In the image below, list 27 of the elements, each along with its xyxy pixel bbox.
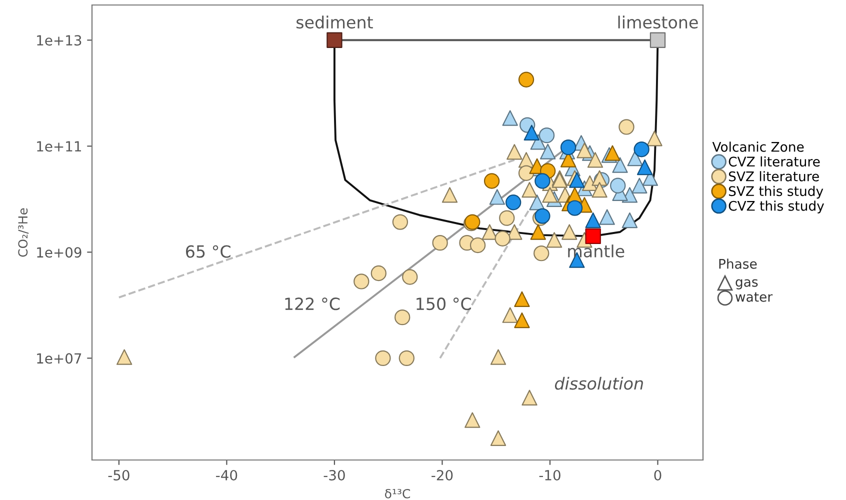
x-tick-label: 0: [654, 470, 662, 480]
x-axis-title: δ¹³C: [384, 488, 410, 498]
annotation: limestone: [618, 16, 698, 29]
y-axis-title: CO₂/³He: [18, 208, 29, 257]
annotation: 150 °C: [416, 298, 471, 310]
annotation: dissolution: [554, 376, 643, 390]
legend-label: SVZ this study: [728, 186, 824, 199]
text: Phase: [719, 258, 757, 269]
legend-label: CVZ literature: [728, 156, 820, 167]
x-tick-label: -30: [324, 470, 345, 480]
text: water: [736, 292, 773, 302]
y-tick-label: 1e+09: [37, 247, 82, 258]
legend-title: Volcanic Zone: [712, 142, 804, 152]
x-tick-label: -50: [108, 470, 130, 480]
annotation: mantle: [568, 244, 624, 258]
x-tick-label: -20: [432, 470, 453, 480]
y-tick-label: 1e+11: [37, 141, 81, 152]
x-tick-label: -10: [539, 470, 560, 480]
text: gas: [736, 279, 758, 290]
x-tick-label: -40: [216, 470, 238, 480]
y-tick-label: 1e+07: [37, 353, 82, 364]
y-tick-label: 1e+13: [37, 35, 82, 46]
legend-label: CVZ this study: [728, 200, 824, 214]
legend-label: SVZ literature: [728, 171, 819, 182]
annotation: 65 °C: [186, 245, 230, 258]
annotation: 122 °C: [285, 298, 340, 310]
annotation: sediment: [296, 16, 373, 29]
